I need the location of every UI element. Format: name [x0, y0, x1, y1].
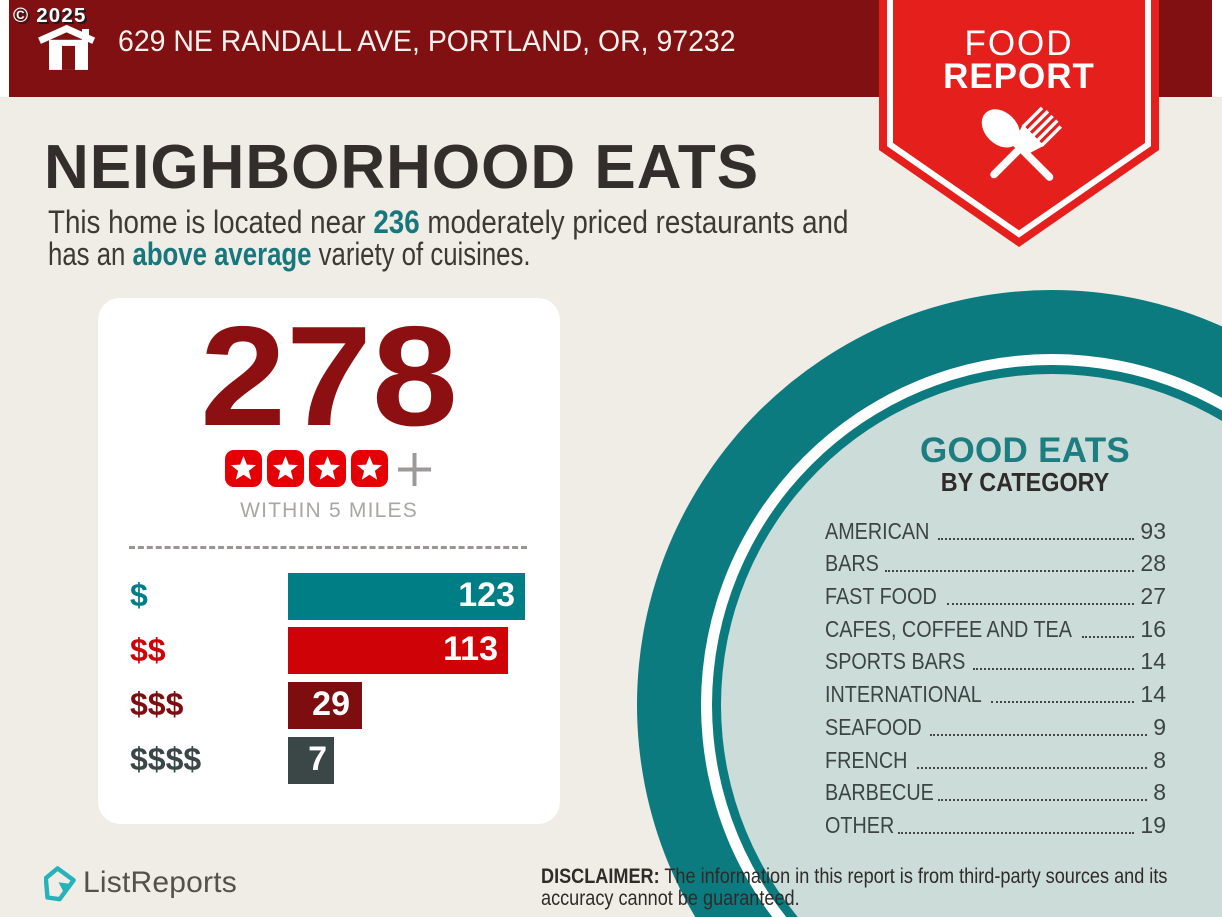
svg-text:FOOD: FOOD [964, 24, 1073, 63]
svg-text:REPORT: REPORT [943, 57, 1095, 96]
